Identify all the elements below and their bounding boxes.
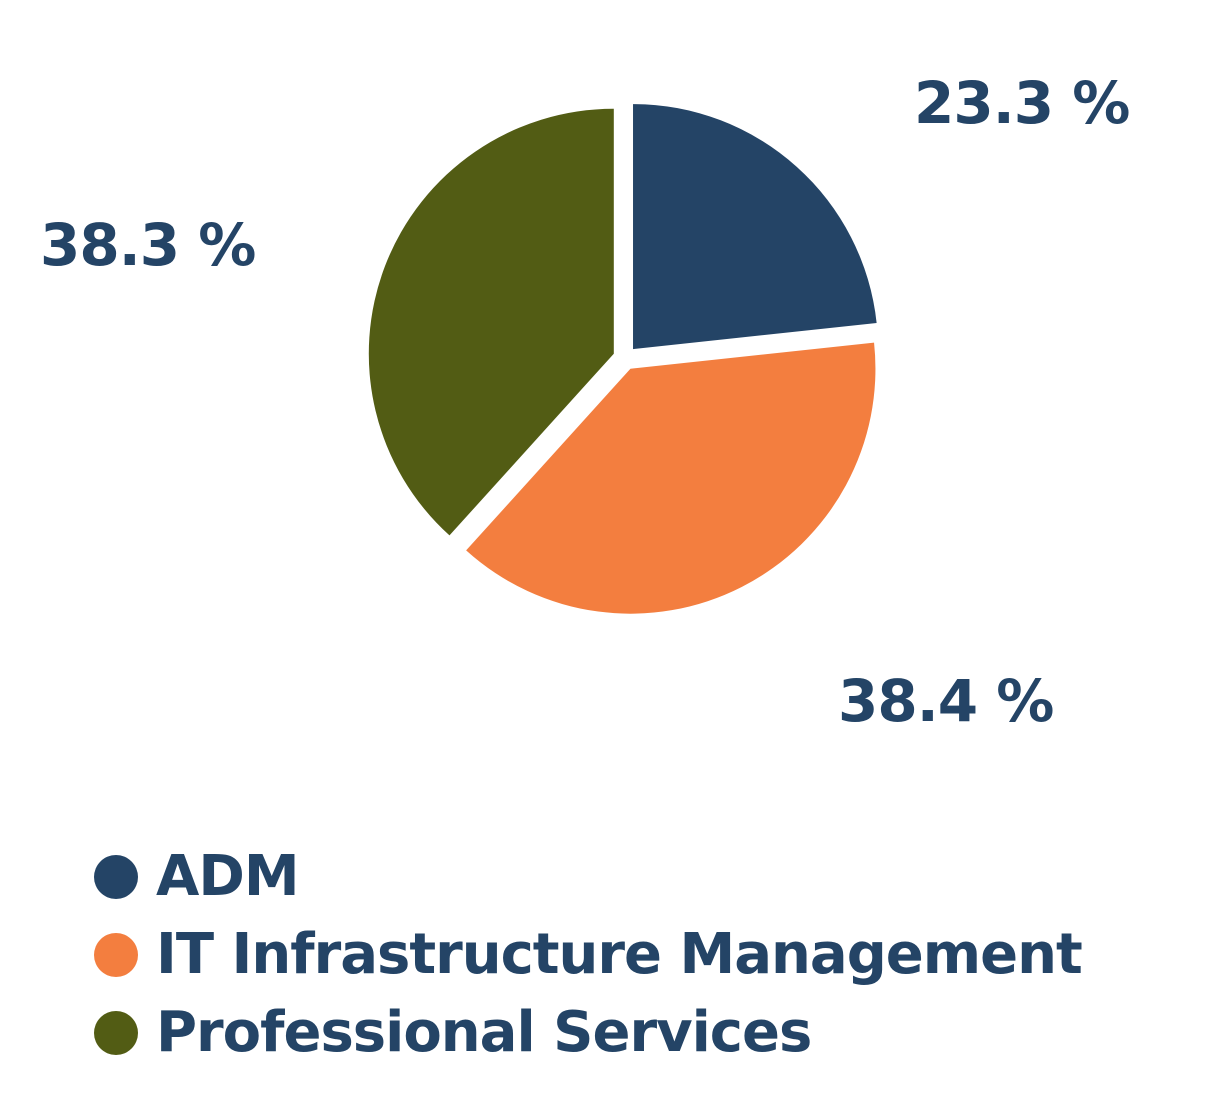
legend-dot-it-infrastructure-management (94, 933, 138, 977)
legend-item-professional-services: Professional Services (94, 994, 1194, 1072)
pie-slice-it-infrastructure-management (466, 342, 876, 614)
legend-dot-adm (94, 855, 138, 899)
legend-label-adm: ADM (156, 844, 300, 909)
legend: ADM IT Infrastructure Management Profess… (94, 838, 1194, 1072)
pie-slice-adm (633, 104, 877, 350)
slice-label-professional-services: 38.3 % (40, 211, 256, 279)
slice-label-adm: 23.3 % (914, 69, 1130, 137)
pie-plot-area (368, 104, 877, 614)
legend-label-professional-services: Professional Services (156, 1000, 812, 1065)
pie-slice-professional-services (368, 108, 614, 536)
legend-dot-professional-services (94, 1011, 138, 1055)
legend-item-adm: ADM (94, 838, 1194, 916)
legend-label-it-infrastructure-management: IT Infrastructure Management (156, 922, 1083, 987)
slice-label-it-infrastructure-management: 38.4 % (838, 667, 1054, 735)
legend-item-it-infrastructure-management: IT Infrastructure Management (94, 916, 1194, 994)
